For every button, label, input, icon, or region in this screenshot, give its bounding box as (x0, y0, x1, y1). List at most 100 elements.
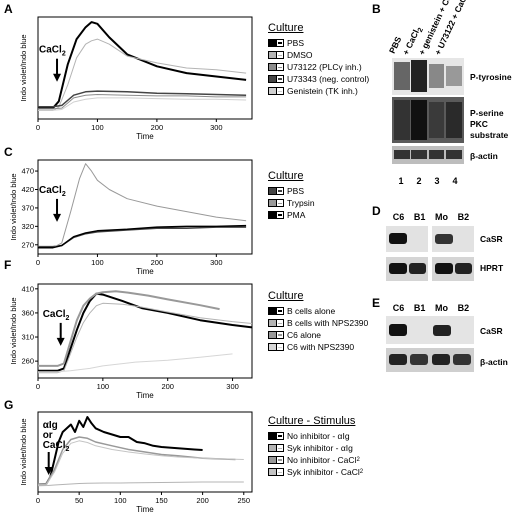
legend-entry: No inhibitor - αIg (268, 430, 363, 442)
x-axis-label: Time (136, 391, 154, 400)
legend-entry: U73122 (PLCγ inh.) (268, 61, 369, 73)
lane-number: 4 (452, 176, 458, 186)
y-axis-label: Indo violet/Indo blue (19, 418, 28, 485)
x-axis-label: Time (136, 267, 154, 276)
gel-d-row-casr: CaSR (480, 234, 503, 244)
legend-swatch (268, 331, 284, 339)
x-tick-label: 0 (36, 258, 40, 267)
legend-entry: B cells with NPS2390 (268, 317, 368, 329)
legend-label: Syk inhibitor - CaCl (287, 467, 360, 477)
legend-swatch (268, 87, 284, 95)
legend-entry: Syk inhibitor - CaCl 2 (268, 466, 363, 478)
annotation-label: αIg or CaCl2 (43, 420, 70, 453)
lane-label: B2 (457, 212, 470, 222)
y-tick-label: 360 (21, 308, 34, 317)
legend-swatch (268, 211, 284, 219)
legend-entry: DMSO (268, 49, 369, 61)
y-tick-label: 410 (21, 284, 34, 293)
y-axis-label: Indo violet/Indo blue (9, 173, 18, 240)
gel-e-image (386, 316, 474, 372)
panel-label-g: G (4, 398, 14, 412)
series-line-3 (38, 94, 247, 110)
x-tick-label: 100 (97, 382, 110, 391)
gel-d-image (386, 226, 474, 281)
panel-label-e: E (372, 296, 381, 310)
legend-label: PBS (287, 38, 305, 48)
x-tick-label: 0 (36, 382, 40, 391)
panel-label-c: C (4, 145, 13, 159)
legend-swatch (268, 199, 284, 207)
lane-label: B1 (413, 303, 426, 313)
panel-label-a: A (4, 2, 13, 16)
legend-swatch (268, 444, 284, 452)
arrow-head (53, 213, 62, 222)
lane-label: C6 (392, 303, 405, 313)
legend-entry: Syk inhibitor - αIg (268, 442, 363, 454)
blot-b-image (392, 58, 464, 164)
legend-label: U73343 (neg. control) (287, 74, 370, 84)
x-tick-label: 100 (91, 123, 104, 132)
legend-label: No inhibitor - CaCl (287, 455, 357, 465)
chart-g-plot: 0 50 100 150 200 250 Time Indo violet/Indo blue… (19, 411, 253, 514)
x-tick-label: 200 (151, 123, 164, 132)
legend-swatch (268, 456, 284, 464)
annotation-label: CaCl2 (43, 309, 70, 322)
legend-entry: U73343 (neg. control) (268, 73, 369, 85)
chart-f-plot: 0 100 200 300 260 310 360 410 Time Indo violet/In… (9, 283, 253, 400)
annotation-label: CaCl2 (39, 185, 66, 198)
y-tick-label: 370 (21, 203, 34, 212)
plot-frame (37, 159, 253, 255)
blot-b-lane-numbers: 1 2 3 4 (392, 176, 464, 186)
legend-label: B cells alone (287, 306, 336, 316)
x-tick-label: 200 (196, 496, 209, 505)
plot-frame (37, 411, 253, 493)
arrow-head (44, 467, 53, 475)
blot-b-row-pser: P-serine PKC substrate (470, 108, 509, 140)
chart-a-plot: 0 100 200 300 Time Indo violet/Indo blue CaCl2 (19, 16, 253, 141)
blot-b-row-actin: β-actin (470, 151, 498, 161)
x-axis-label: Time (136, 132, 154, 141)
legend-swatch (268, 51, 284, 59)
legend-swatch (268, 63, 284, 71)
legend-label: U73122 (PLCγ inh.) (287, 62, 362, 72)
y-tick-label: 470 (21, 167, 34, 176)
x-tick-label: 0 (36, 123, 40, 132)
x-tick-label: 200 (161, 382, 174, 391)
panel-label-b: B (372, 2, 381, 16)
panel-label-f: F (4, 258, 12, 272)
lane-number: 1 (398, 176, 404, 186)
legend-entry: B cells alone (268, 305, 368, 317)
x-tick-label: 200 (151, 258, 164, 267)
x-tick-label: 250 (238, 496, 251, 505)
series-line-2 (37, 481, 244, 487)
lane-number: 2 (416, 176, 422, 186)
series-line-1 (38, 226, 247, 248)
legend-swatch (268, 343, 284, 351)
series-line-1 (38, 292, 253, 372)
series-line-4 (37, 440, 244, 486)
series-line-1 (37, 416, 203, 486)
legend-label: Syk inhibitor - αIg (287, 443, 353, 453)
legend-entry: C6 alone (268, 329, 368, 341)
x-tick-label: 50 (75, 496, 83, 505)
plot-frame (37, 16, 253, 120)
legend-a: Culture PBS DMSO U73122 (PLCγ inh.) U73343 (… (268, 22, 369, 97)
legend-label: PBS (287, 186, 305, 196)
legend-label: PMA (287, 210, 306, 220)
legend-title: Culture (268, 170, 304, 182)
legend-label: No inhibitor - αIg (287, 431, 350, 441)
series-line-3 (37, 436, 236, 485)
gel-e-row-actin: β-actin (480, 357, 508, 367)
x-tick-label: 100 (114, 496, 127, 505)
panel-label-d: D (372, 204, 381, 218)
legend-label: C6 alone (287, 330, 322, 340)
legend-swatch (268, 307, 284, 315)
x-tick-label: 150 (155, 496, 168, 505)
legend-entry: No inhibitor - CaCl 2 (268, 454, 363, 466)
blot-b-row-ptyr: P-tyrosine (470, 72, 512, 82)
legend-entry: PBS (268, 37, 369, 49)
legend-entry: PMA (268, 209, 315, 221)
chart-c-plot: 0 100 200 300 270 320 370 420 470 Time Indo violet… (9, 159, 253, 276)
legend-entry: C6 with NPS2390 (268, 341, 368, 353)
legend-f: Culture B cells alone B cells with NPS2390… (268, 290, 368, 353)
